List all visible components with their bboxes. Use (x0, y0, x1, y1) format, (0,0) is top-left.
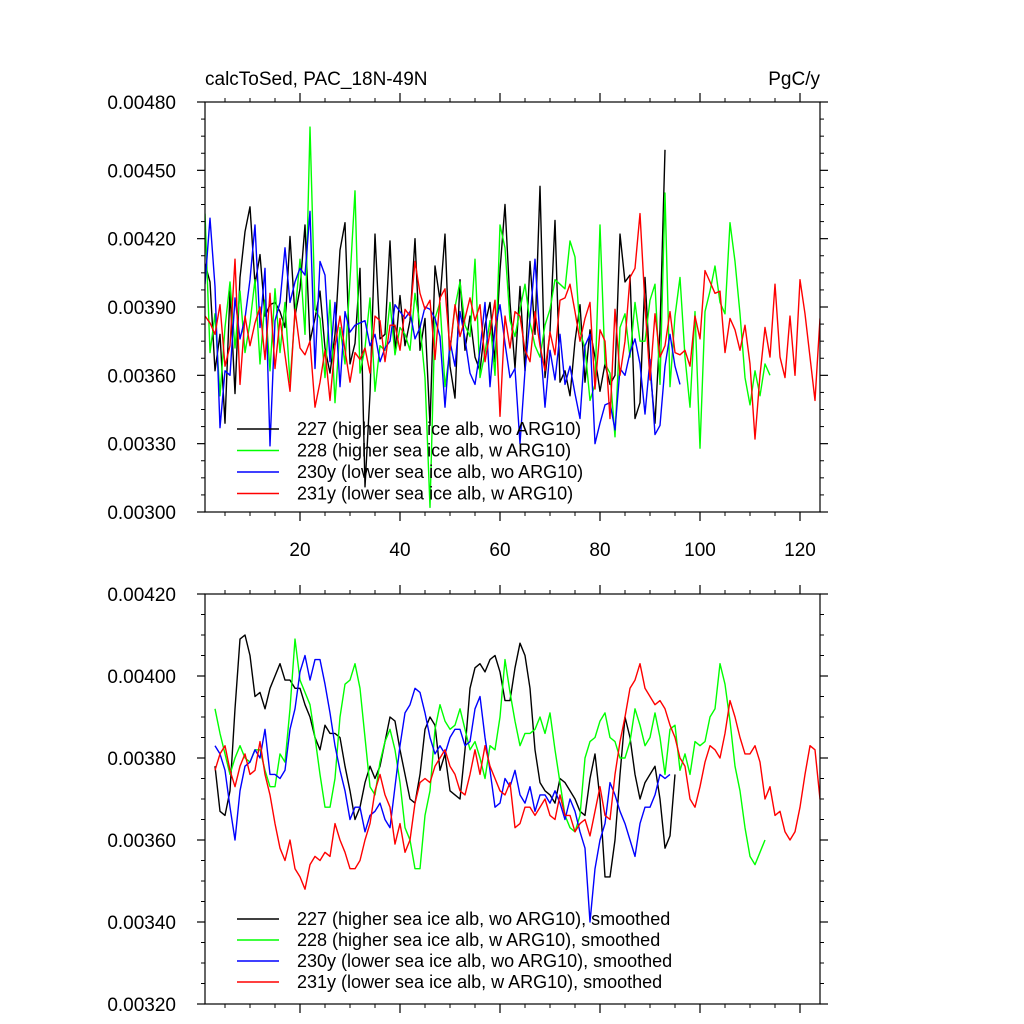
top-axes: 0.00300 0.00330 0.00360 0.00390 0.00420 0.004… (107, 93, 828, 561)
legend-label-3: 230y (lower sea ice alb, wo ARG10) (297, 462, 583, 482)
y-tick-label: 0.00420 (107, 585, 176, 606)
series-line-1 (214, 634, 676, 878)
y-tick-label: 0.00340 (107, 913, 176, 934)
chart-title: calcToSed, PAC_18N-49N (205, 69, 427, 90)
x-tick-label: 120 (784, 540, 816, 561)
legend-label-4: 231y (lower sea ice alb, w ARG10), smoot… (297, 972, 662, 992)
legend-label-1: 227 (higher sea ice alb, wo ARG10), smoo… (297, 909, 670, 929)
top-panel: calcToSed, PAC_18N-49N PgC/y 0.003000.00… (107, 69, 828, 561)
legend-label-2: 228 (higher sea ice alb, w ARG10) (297, 441, 571, 461)
units-label: PgC/y (768, 69, 820, 90)
x-tick-label: 100 (684, 540, 716, 561)
y-tick-label: 0.00400 (107, 667, 176, 688)
x-tick-label: 20 (289, 540, 310, 561)
legend-label-4: 231y (lower sea ice alb, w ARG10) (297, 484, 573, 504)
legend-label-2: 228 (higher sea ice alb, w ARG10), smoot… (297, 930, 660, 950)
bottom-series-group (214, 634, 820, 923)
y-tick-label: 0.00360 (107, 366, 176, 387)
series-line-2 (214, 638, 766, 870)
series-line-1 (205, 149, 666, 488)
y-tick-label: 0.00380 (107, 749, 176, 770)
series-line-3 (205, 210, 681, 447)
top-legend: 227 (higher sea ice alb, wo ARG10)228 (h… (237, 419, 583, 504)
legend-label-3: 230y (lower sea ice alb, wo ARG10), smoo… (297, 951, 672, 971)
y-tick-label: 0.00330 (107, 435, 176, 456)
y-tick-label: 0.00420 (107, 230, 176, 251)
legend-label-1: 227 (higher sea ice alb, wo ARG10) (297, 419, 581, 439)
y-tick-label: 0.00360 (107, 831, 176, 852)
y-tick-label: 0.00480 (107, 93, 176, 114)
y-tick-label: 0.00320 (107, 995, 176, 1016)
bottom-legend: 227 (higher sea ice alb, wo ARG10), smoo… (237, 909, 672, 992)
x-tick-label: 40 (389, 540, 410, 561)
x-tick-label: 80 (589, 540, 610, 561)
y-tick-label: 0.00450 (107, 161, 176, 182)
x-tick-label: 60 (489, 540, 510, 561)
series-line-4 (205, 212, 820, 440)
series-line-4 (214, 663, 820, 890)
bottom-panel: 0.00320 0.00340 0.00360 0.00380 0.00400 0.004… (107, 585, 828, 1016)
y-tick-label: 0.00390 (107, 298, 176, 319)
top-series-group (205, 126, 820, 509)
series-line-3 (214, 654, 671, 923)
bottom-axes: 0.00320 0.00340 0.00360 0.00380 0.00400 0.004… (107, 585, 828, 1016)
y-tick-label: 0.00300 (107, 503, 176, 524)
